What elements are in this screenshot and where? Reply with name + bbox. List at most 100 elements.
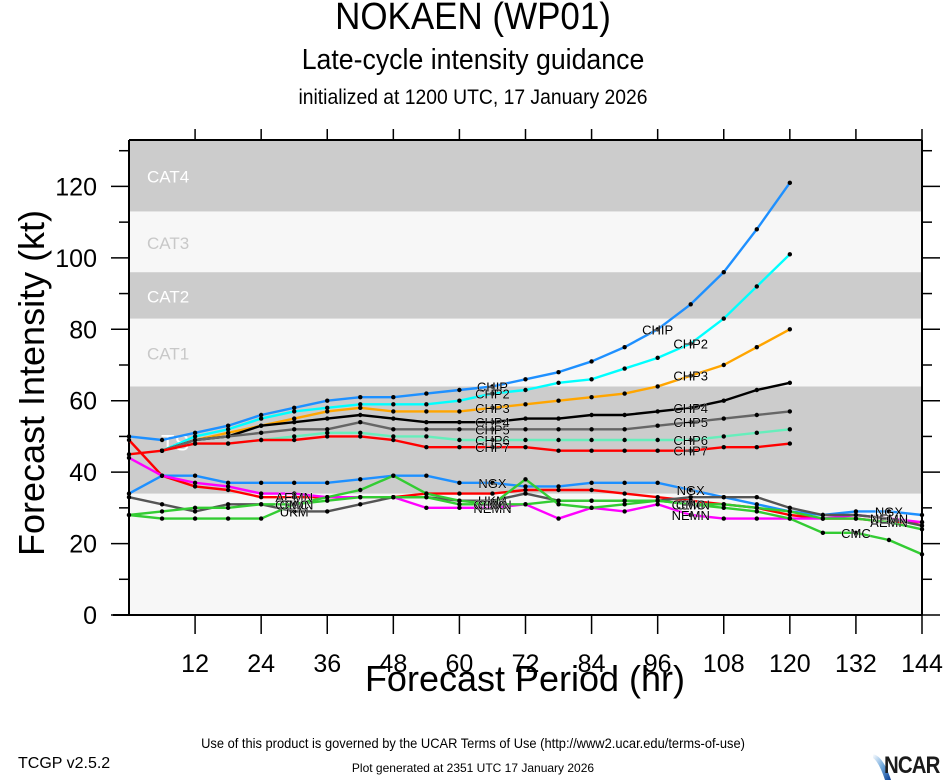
data-point [787, 512, 793, 518]
data-point [159, 473, 165, 478]
data-point [424, 419, 429, 425]
data-point [490, 405, 495, 411]
data-point [490, 384, 495, 389]
data-point [325, 398, 330, 403]
data-point [622, 344, 627, 350]
y-tick-label: 120 [55, 173, 97, 201]
data-point [688, 448, 693, 453]
series-label-cemn: CEMN [275, 497, 313, 512]
data-point [886, 516, 892, 521]
data-point [258, 491, 264, 496]
data-point [556, 398, 561, 403]
data-point [292, 502, 297, 507]
data-point [556, 448, 561, 453]
data-point [655, 355, 660, 361]
data-point [523, 402, 528, 407]
data-point [490, 491, 495, 496]
series-label-chp6: CHP6 [673, 433, 708, 448]
data-point [424, 427, 429, 432]
data-point [490, 498, 495, 503]
data-point [325, 405, 330, 411]
data-point [192, 473, 198, 478]
data-point [589, 359, 594, 364]
y-tick-label: 100 [55, 245, 97, 273]
band-cat2 [129, 272, 922, 319]
data-point [688, 405, 693, 411]
x-tick-label: 60 [446, 650, 474, 678]
data-point [457, 502, 462, 507]
x-axis-label: Forecast Period (hr) [365, 658, 685, 699]
data-point [391, 427, 396, 432]
plot-generated-time: Plot generated at 2351 UTC 17 January 20… [351, 761, 595, 775]
series-label-ukm: UKM [478, 494, 507, 509]
data-point [424, 391, 429, 396]
data-point [159, 509, 165, 514]
data-point [754, 516, 759, 521]
data-point [490, 444, 495, 450]
data-point [622, 427, 627, 432]
data-point [589, 498, 594, 503]
band-cat4 [129, 140, 922, 212]
data-point [688, 437, 693, 443]
data-point [292, 419, 297, 425]
data-point [523, 387, 528, 393]
data-point [424, 494, 429, 500]
data-point [258, 502, 264, 507]
series-label-chip: CHIP [477, 379, 508, 394]
data-point [589, 505, 594, 511]
data-point [358, 477, 363, 482]
series-label-chp6: CHP6 [475, 433, 510, 448]
data-point [523, 416, 528, 421]
data-point [192, 480, 198, 486]
series-line-chp5 [161, 410, 790, 452]
data-point [556, 416, 561, 421]
data-point [754, 412, 759, 418]
data-point [556, 437, 561, 443]
data-point [589, 394, 594, 400]
data-point [754, 227, 759, 232]
data-point [490, 505, 495, 511]
x-tick-label: 72 [512, 650, 540, 678]
data-point [688, 494, 693, 500]
data-point [391, 434, 396, 439]
data-point [325, 416, 330, 421]
series-label-chp2: CHP2 [475, 387, 510, 402]
data-point [523, 484, 528, 489]
data-point [853, 509, 859, 514]
data-point [457, 387, 462, 393]
data-point [325, 434, 330, 439]
data-point [622, 448, 627, 453]
data-point [424, 491, 429, 496]
band-cat1 [129, 318, 922, 387]
data-point [225, 423, 231, 428]
data-point [589, 448, 594, 453]
data-point [556, 516, 561, 521]
y-tick-label: 80 [69, 316, 97, 344]
data-point [292, 427, 297, 432]
x-tick-label: 108 [703, 650, 745, 678]
data-point [556, 427, 561, 432]
data-point [523, 491, 528, 496]
data-point [886, 537, 892, 543]
data-point [655, 480, 660, 486]
data-point [754, 505, 759, 511]
data-point [622, 509, 627, 514]
y-tick-label: 60 [69, 388, 97, 416]
band-cat3 [129, 211, 922, 273]
data-point [787, 327, 793, 332]
data-point [919, 552, 925, 557]
series-label-aemn: AEMN [870, 515, 908, 530]
data-point [457, 398, 462, 403]
data-point [721, 269, 726, 275]
data-point [787, 509, 793, 514]
data-point [622, 391, 627, 396]
data-point [258, 412, 264, 418]
data-point [655, 448, 660, 453]
data-point [424, 434, 429, 439]
data-point [292, 494, 297, 500]
data-point [159, 437, 165, 443]
data-point [688, 419, 693, 425]
data-point [192, 437, 198, 443]
data-point [258, 437, 264, 443]
